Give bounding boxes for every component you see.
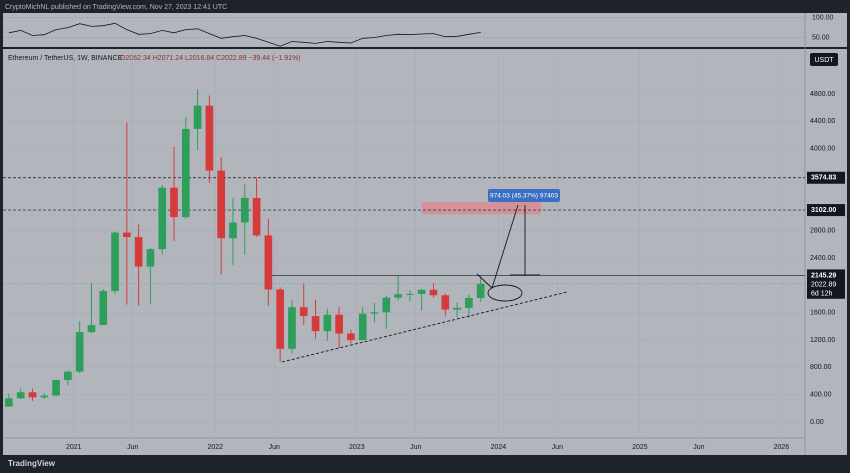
x-tick-label: Jun <box>269 444 280 451</box>
x-tick-label: 2025 <box>632 444 648 451</box>
y-tick-label: 4000.00 <box>810 146 835 153</box>
x-tick-label: Jun <box>693 444 704 451</box>
currency: USDT <box>814 57 834 64</box>
candle-body <box>394 294 402 298</box>
candle-body <box>441 295 450 310</box>
y-tick-label: 2800.00 <box>810 228 835 235</box>
candle-body <box>5 398 13 407</box>
x-tick-label: 2026 <box>774 444 790 451</box>
time-axis <box>3 438 847 455</box>
candle-body <box>123 232 131 238</box>
level-box <box>807 171 845 184</box>
rsi-tick-label: 50.00 <box>812 34 830 41</box>
candle-body <box>28 392 37 398</box>
currency-box <box>810 53 838 66</box>
price-label: 2022.89 <box>811 282 836 289</box>
level-label: 3102.00 <box>811 207 836 214</box>
candle-body <box>299 307 308 317</box>
candle-body <box>158 187 167 250</box>
candle-body <box>217 170 226 239</box>
candle-body <box>476 283 485 298</box>
candle-body <box>429 289 438 296</box>
y-tick-label: 4800.00 <box>810 91 835 98</box>
main-panel <box>3 49 847 438</box>
candle-body <box>229 222 237 239</box>
level-label: 3574.83 <box>811 175 836 182</box>
footer: TradingView <box>8 459 56 468</box>
candle-body <box>358 313 367 340</box>
x-tick-label: Jun <box>410 444 421 451</box>
rsi-panel <box>3 13 847 47</box>
y-tick-label: 1600.00 <box>810 310 835 317</box>
ohlc: O2062.34 H2071.24 L2016.84 C2022.89 −39.… <box>120 55 301 62</box>
level-box <box>807 204 845 217</box>
candle-body <box>75 332 84 372</box>
candle-body <box>205 105 214 171</box>
rsi-line <box>8 22 481 47</box>
candle-body <box>311 316 320 332</box>
y-tick-label: 400.00 <box>810 391 832 398</box>
candle-body <box>335 314 343 334</box>
candle-body <box>52 379 60 396</box>
candle-body <box>134 237 143 267</box>
candle-body <box>276 289 284 349</box>
candle-body <box>252 197 261 236</box>
level-label: 2145.29 <box>811 272 836 279</box>
candle-body <box>87 325 96 333</box>
candle-body <box>323 314 332 332</box>
candle-body <box>111 232 119 291</box>
candle-body <box>465 297 473 308</box>
candle-body <box>16 392 25 399</box>
candle-body <box>417 289 426 294</box>
y-tick-label: 800.00 <box>810 364 832 371</box>
header: CryptoMichNL published on TradingView.co… <box>5 4 227 11</box>
candle-body <box>453 307 461 310</box>
candle-body <box>264 235 273 290</box>
candle-body <box>146 249 155 267</box>
y-tick-label: 0.00 <box>810 419 824 426</box>
candle-body <box>240 197 249 223</box>
plot: 0.00 400.00 800.00 1200.00 1600.00 2400.00 280… <box>3 15 845 451</box>
x-tick-label: 2022 <box>208 444 224 451</box>
candle-body <box>193 105 202 129</box>
price-box <box>807 278 845 299</box>
path-arrow <box>476 204 519 289</box>
ellipse <box>487 284 523 302</box>
rsi-tick-label: 100.00 <box>812 15 834 22</box>
candle-body <box>99 290 108 326</box>
candle-body <box>370 312 379 314</box>
level-box <box>807 269 845 282</box>
candle-body <box>347 333 355 340</box>
x-tick-label: 2021 <box>66 444 82 451</box>
candle-body <box>382 297 391 313</box>
y-tick-label: 1200.00 <box>810 337 835 344</box>
x-tick-label: Jun <box>127 444 138 451</box>
measure-box <box>488 189 560 202</box>
candle-body <box>288 307 296 349</box>
y-tick-label: 4400.00 <box>810 118 835 125</box>
x-tick-label: 2023 <box>349 444 365 451</box>
legend: Ethereum / TetherUS, 1W, BINANCE <box>8 55 123 62</box>
candle-body <box>406 293 414 295</box>
zone <box>422 202 541 215</box>
y-tick-label: 2400.00 <box>810 255 835 262</box>
x-tick-label: 2024 <box>491 444 507 451</box>
trendline <box>281 291 568 363</box>
candle-body <box>64 371 72 380</box>
countdown: 6d 12h <box>811 291 833 298</box>
candle-body <box>40 395 49 398</box>
candle-body <box>170 187 178 218</box>
candle-body <box>181 128 190 218</box>
x-tick-label: Jun <box>552 444 563 451</box>
measure-label: 974.03 (45.37%) 97403 <box>490 193 558 200</box>
